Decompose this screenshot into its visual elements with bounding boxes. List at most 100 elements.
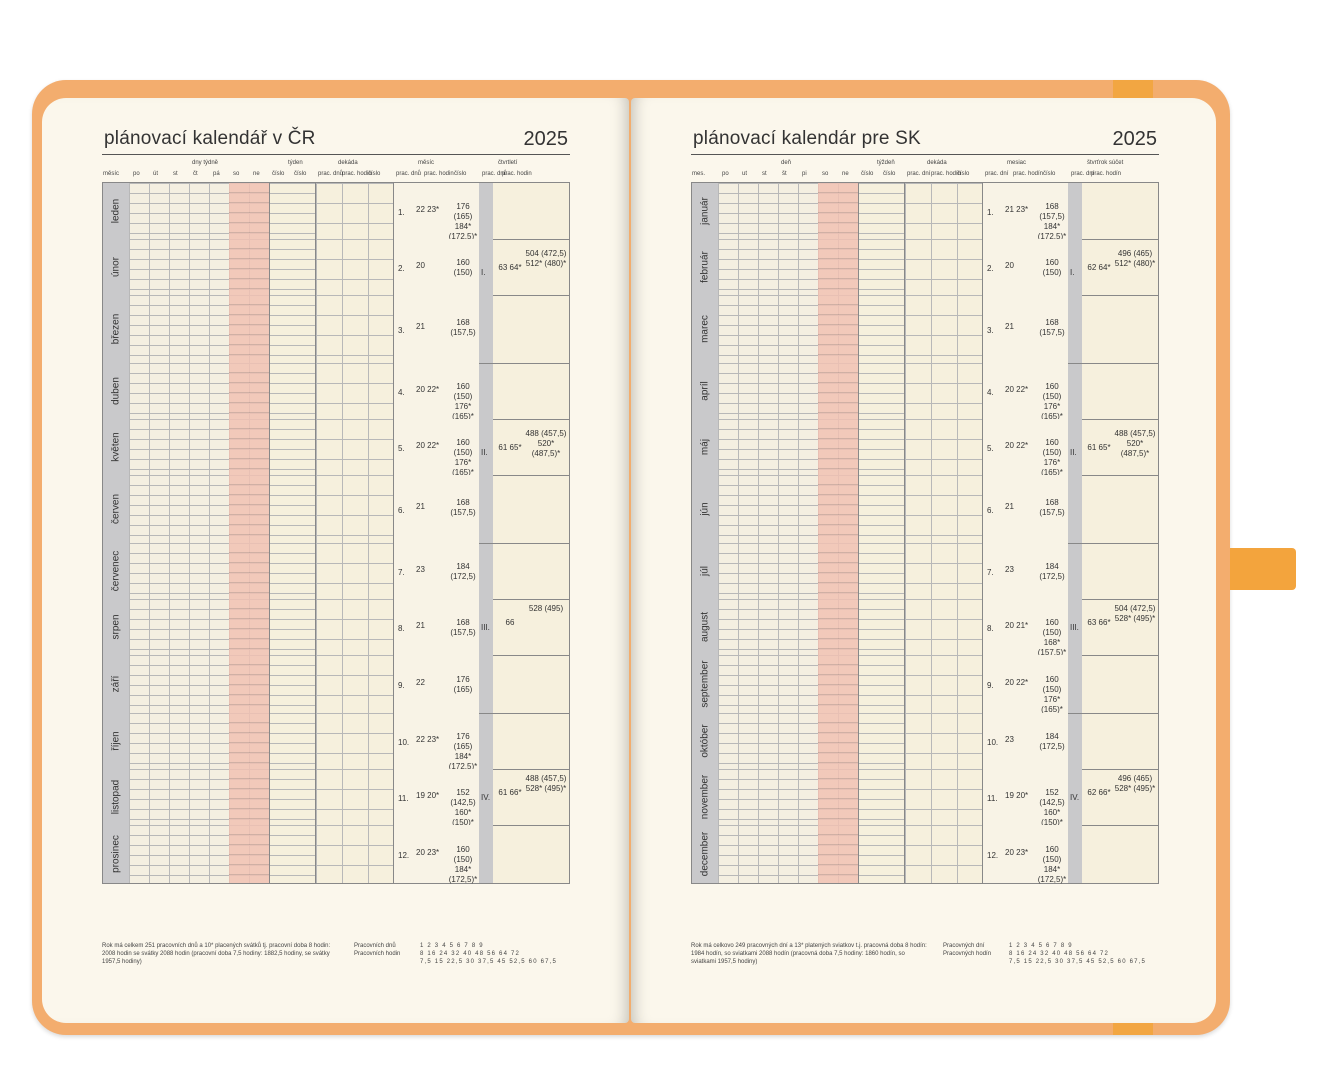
month-row: jún 6. 21 168 (157,5) — [692, 475, 1158, 544]
month-number: 4. — [987, 388, 994, 398]
quarter-divider — [479, 543, 569, 544]
quarter-number: I. — [1070, 268, 1075, 277]
month-summary: 11. 19 20* 152 (142,5) 160* (150)* — [982, 769, 1069, 827]
month-number: 3. — [398, 325, 405, 335]
month-work-days: 21 23* — [1005, 205, 1029, 215]
footer-hours-label: Pracovných hodín — [943, 951, 992, 957]
column-header: čt — [193, 171, 198, 177]
month-summary: 9. 20 22* 160 (150) 176* (165)* — [982, 655, 1069, 714]
month-work-days: 20 22* — [1005, 441, 1029, 451]
month-row: červen 6. 21 168 (157,5) — [103, 475, 569, 544]
weekend-days — [818, 363, 858, 419]
month-work-hours: 160 (150) 184* (172,5)* — [1037, 844, 1067, 884]
month-work-days: 21 — [416, 502, 425, 512]
month-name: říjen — [110, 731, 122, 751]
column-header: prac. dnů — [396, 171, 422, 177]
quarter-work-days: 63 66* — [1087, 618, 1111, 627]
month-row: květen 5. 20 22* 160 (150) 176* (165)* — [103, 419, 569, 477]
weekend-days — [229, 825, 269, 883]
decade-cells — [315, 543, 394, 599]
month-number: 11. — [987, 794, 998, 804]
month-name: február — [699, 251, 711, 283]
month-number: 7. — [398, 568, 405, 578]
weekend-days — [818, 713, 858, 769]
year-note: Rok má celkovo 249 pracovných dní a 13* … — [691, 943, 927, 965]
day-grid — [718, 543, 858, 599]
quarter-divider — [1068, 713, 1158, 714]
month-number: 9. — [987, 681, 994, 691]
week-numbers — [858, 475, 905, 543]
decade-cells — [904, 599, 983, 655]
month-label: únor — [103, 239, 130, 295]
quarter-work-hours: 488 (457,5) 520* (487,5)* — [525, 429, 567, 458]
month-label: jún — [692, 475, 719, 543]
quarter-work-days: 62 66* — [1087, 788, 1111, 797]
decade-cells — [315, 475, 394, 543]
week-numbers — [269, 713, 316, 769]
month-name: august — [699, 611, 711, 643]
footer-hours: 8 16 24 32 40 48 56 64 72 — [1009, 951, 1110, 957]
month-work-hours: 160 (150) — [1042, 258, 1062, 278]
week-numbers — [269, 295, 316, 363]
month-work-hours: 176 (165) 184* (172,5)* — [448, 732, 478, 772]
column-group-label: týždeň — [877, 160, 895, 166]
week-numbers — [858, 239, 905, 295]
column-header: prac. dnů — [482, 171, 508, 177]
column-header: číslo — [454, 171, 467, 177]
month-summary: 12. 20 23* 160 (150) 184* (172,5)* — [393, 825, 480, 884]
month-work-days: 22 23* — [416, 735, 440, 745]
pen-loop-tab — [1230, 548, 1296, 590]
column-header: út — [153, 171, 159, 177]
decade-cells — [315, 825, 394, 883]
month-summary: 6. 21 168 (157,5) — [393, 475, 480, 543]
column-header: prac. dní — [985, 171, 1009, 177]
week-numbers — [269, 475, 316, 543]
month-number: 12. — [398, 851, 410, 861]
month-row: srpen 8. 21 168 (157,5) — [103, 599, 569, 656]
weekend-days — [818, 419, 858, 475]
decade-cells — [904, 655, 983, 713]
month-summary: 8. 21 168 (157,5) — [393, 599, 480, 655]
weekend-days — [229, 295, 269, 363]
decade-cells — [315, 239, 394, 295]
month-label: marec — [692, 295, 719, 363]
month-summary: 2. 20 160 (150) — [982, 239, 1069, 295]
month-work-days: 20 22* — [416, 385, 440, 395]
month-work-days: 23 — [1005, 565, 1014, 575]
month-name: november — [699, 774, 711, 820]
column-header: prac. hodin — [424, 171, 454, 177]
weekend-days — [229, 363, 269, 419]
month-label: január — [692, 183, 719, 239]
decade-cells — [904, 543, 983, 599]
month-number: 4. — [398, 388, 405, 398]
column-group-label: dny týdně — [192, 160, 219, 166]
month-work-days: 20 — [416, 261, 425, 271]
quarter-work-hours: 488 (457,5) 528* (495)* — [525, 774, 567, 793]
month-work-days: 21 — [1005, 322, 1014, 332]
month-row: červenec 7. 23 184 (172,5) — [103, 543, 569, 600]
week-numbers — [269, 655, 316, 713]
column-group-headers: dny týdně týden dekáda měsíc čtvrtletí — [102, 160, 568, 168]
column-header: st — [173, 171, 178, 177]
month-name: září — [110, 675, 122, 693]
quarter-bar — [479, 183, 493, 883]
month-name: březen — [110, 313, 122, 345]
month-work-hours: 168 (157,5) — [1039, 318, 1065, 338]
quarter-number: I. — [481, 268, 486, 277]
column-group-label: čtvrtletí — [498, 160, 518, 166]
month-summary: 3. 21 168 (157,5) — [982, 295, 1069, 363]
weekend-days — [818, 543, 858, 599]
quarter-work-hours: 496 (465) 528* (495)* — [1114, 774, 1156, 793]
month-row: júl 7. 23 184 (172,5) — [692, 543, 1158, 600]
quarter-work-hours: 488 (457,5) 520* (487,5)* — [1114, 429, 1156, 458]
quarter-divider — [479, 713, 569, 714]
decade-cells — [904, 363, 983, 419]
month-row: leden 1. 22 23* 176 (165) 184* (172,5)* — [103, 183, 569, 241]
month-name: leden — [110, 198, 122, 224]
month-name: srpen — [110, 614, 122, 640]
month-name: červen — [110, 493, 122, 525]
month-row: únor 2. 20 160 (150) — [103, 239, 569, 296]
column-headers: mes. po ut st št pi so ne číslo číslo prac. dní pra… — [691, 168, 1157, 182]
week-numbers — [269, 769, 316, 825]
month-number: 10. — [987, 738, 999, 748]
